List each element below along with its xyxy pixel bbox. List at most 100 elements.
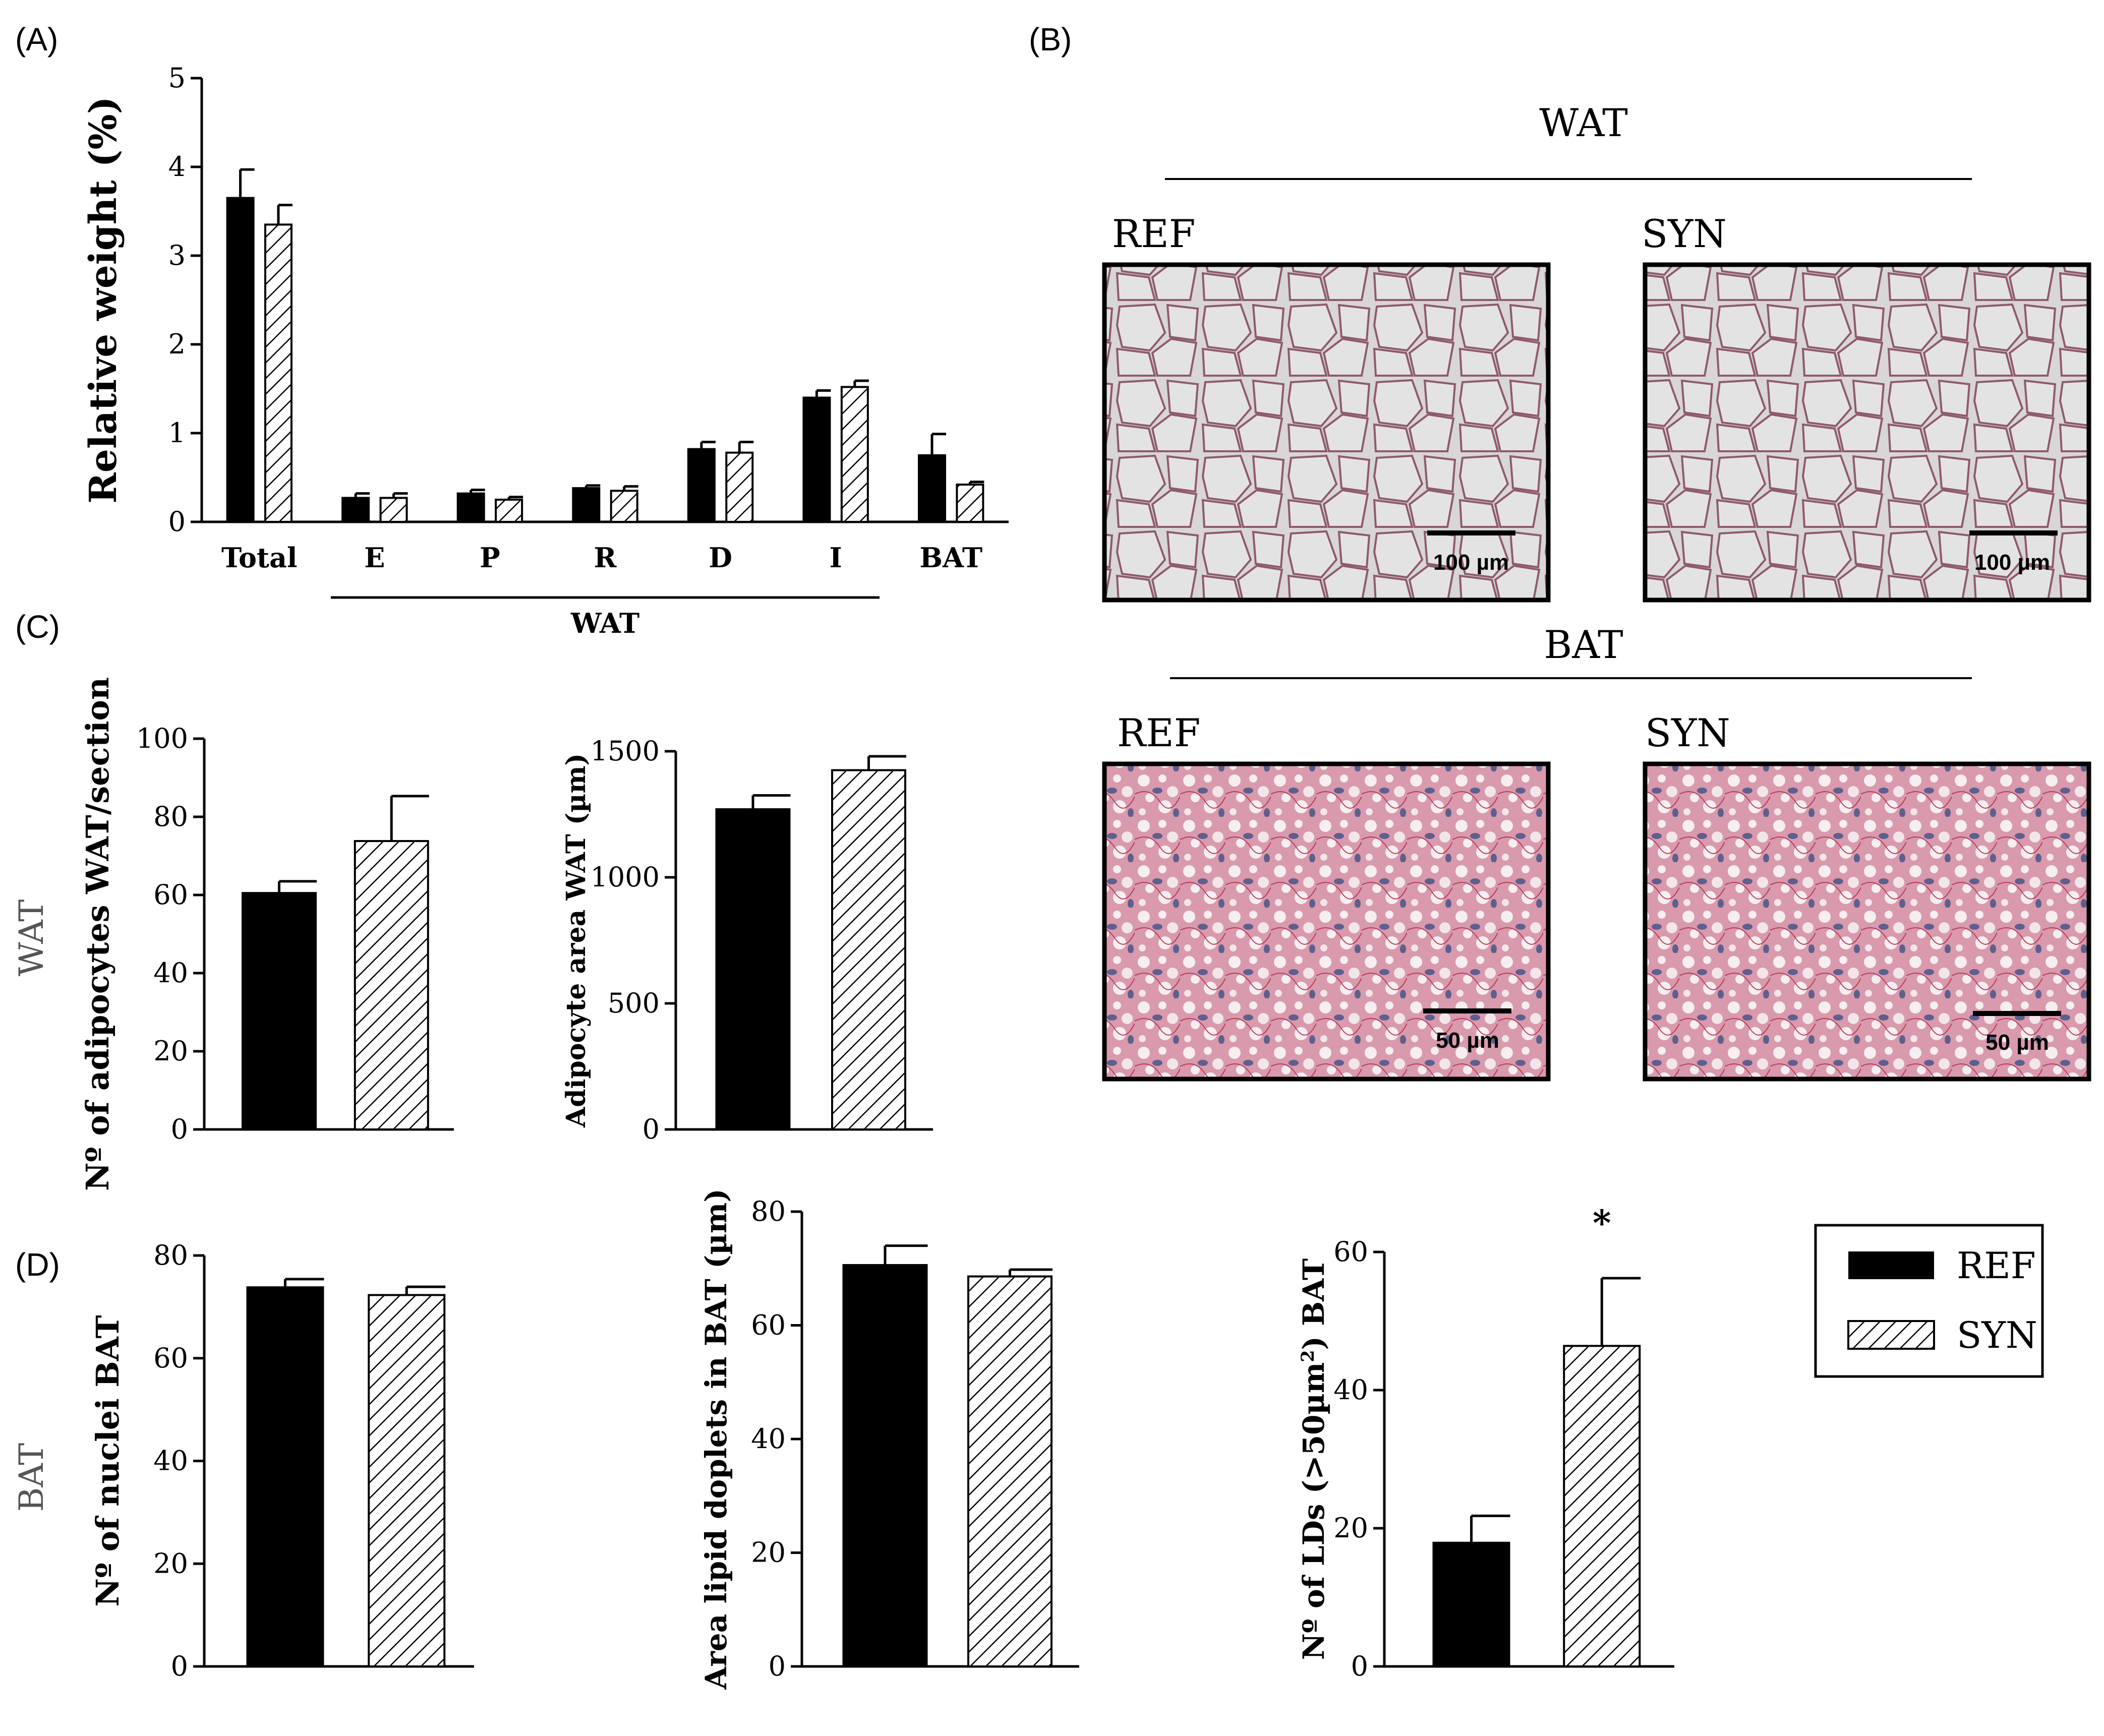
- y-axis-title: Area lipid doplets in BAT (µm): [699, 1188, 733, 1690]
- y-tick-label: 20: [153, 1547, 188, 1579]
- bar-ref: [842, 1264, 928, 1668]
- y-tick-label: 80: [153, 1239, 188, 1271]
- y-tick-label: 2: [168, 328, 186, 360]
- y-axis-title-part: Nº of LDs (>50µm: [1297, 1362, 1331, 1660]
- chart-nuclei-count: 0 20 40 60 80 Nº of nuclei BAT: [89, 1239, 474, 1682]
- bar-ref: [246, 1286, 324, 1668]
- bar-syn: [725, 451, 754, 523]
- bat-ref-label: REF: [1117, 710, 1200, 755]
- panel-label-d: (D): [15, 1246, 60, 1283]
- wat-ref-label: REF: [1112, 211, 1195, 256]
- side-label-wat: WAT: [12, 900, 51, 977]
- y-tick-label: 40: [153, 957, 188, 989]
- bar-syn: [967, 1275, 1053, 1667]
- x-tick-label: D: [709, 542, 732, 574]
- bar-syn: [495, 499, 523, 523]
- bar-ref: [687, 448, 716, 523]
- bar-syn: [379, 497, 408, 523]
- y-tick-label: 0: [171, 1650, 188, 1682]
- wat-syn-scale-bar: [1969, 530, 2058, 535]
- bar-syn: [831, 769, 906, 1130]
- chart-lipid-droplet-area: 0 20 40 60 80 Area lipid doplets in BAT (µm): [699, 1188, 1079, 1690]
- panel-label-a: (A): [15, 21, 58, 57]
- bat-syn-label: SYN: [1645, 710, 1730, 755]
- bat-ref-scale-bar: [1423, 1008, 1511, 1013]
- bar-syn: [1563, 1345, 1641, 1668]
- y-tick-label: 20: [153, 1035, 188, 1067]
- y-axis-title: Nº of LDs (>50µm2) BAT: [1297, 1259, 1331, 1660]
- bar-ref: [572, 487, 601, 523]
- y-axis-title: Nº of adipocytes WAT/section: [79, 677, 116, 1191]
- y-tick-label: 1000: [591, 861, 660, 893]
- y-tick-label: 40: [751, 1423, 786, 1455]
- y-tick-label: 100: [136, 723, 188, 754]
- y-tick-label: 1500: [591, 735, 660, 767]
- group-bracket-label: WAT: [570, 607, 639, 639]
- bar-syn: [368, 1294, 446, 1668]
- wat-syn-scale-text: 100 µm: [1974, 550, 2050, 575]
- wat-ref-scale-bar: [1427, 530, 1515, 535]
- x-tick-label: I: [830, 542, 842, 574]
- y-tick-label: 0: [642, 1113, 660, 1145]
- legend-swatch-syn: [1847, 1320, 1935, 1350]
- significance-marker: *: [1593, 1202, 1611, 1244]
- y-tick-label: 500: [608, 987, 660, 1019]
- y-tick-label: 60: [153, 879, 188, 911]
- bar-ref: [802, 396, 831, 523]
- legend-label-ref: REF: [1957, 1244, 2036, 1287]
- wat-syn-label: SYN: [1642, 211, 1727, 256]
- bar-syn: [956, 484, 984, 523]
- chart-adipocyte-count: 0 20 40 60 80 100 Nº of adipocytes WAT/section: [79, 677, 454, 1191]
- micrograph-section-bat: BAT REF SYN 50 µm 50 µm: [1102, 622, 2091, 1082]
- y-axis-title: Nº of nuclei BAT: [89, 1315, 126, 1606]
- bat-syn-micrograph: [1643, 761, 2091, 1082]
- chart-relative-weight: 0 1 2 3 4 5 Relative weight (%) Total E P R D I BAT WA…: [82, 62, 1009, 639]
- x-tick-label: R: [594, 542, 617, 574]
- y-axis-title: Relative weight (%): [82, 96, 125, 504]
- x-tick-label: BAT: [919, 542, 982, 574]
- y-tick-label: 3: [168, 240, 186, 271]
- wat-ref-scale-text: 100 µm: [1433, 550, 1509, 575]
- y-tick-label: 5: [168, 62, 186, 94]
- panel-label-c: (C): [15, 609, 60, 645]
- y-tick-label: 80: [153, 801, 188, 832]
- wat-section-title: WAT: [1539, 100, 1628, 145]
- bar-syn: [840, 386, 869, 523]
- wat-ref-micrograph: [1102, 262, 1551, 603]
- y-tick-label: 60: [153, 1342, 188, 1374]
- bar-syn: [264, 223, 293, 523]
- legend-swatch-ref: [1848, 1251, 1934, 1279]
- bat-ref-scale-text: 50 µm: [1436, 1028, 1499, 1053]
- bar-ref: [918, 454, 947, 523]
- y-tick-label: 20: [1333, 1512, 1368, 1544]
- wat-syn-micrograph: [1643, 262, 2091, 603]
- y-tick-label: 0: [171, 1113, 188, 1145]
- y-tick-label: 60: [1333, 1236, 1368, 1268]
- x-tick-label: P: [480, 542, 500, 574]
- x-tick-label: E: [364, 542, 385, 574]
- y-tick-label: 1: [168, 417, 186, 449]
- bar-syn: [354, 840, 429, 1131]
- y-tick-label: 4: [168, 151, 186, 183]
- legend: REF SYN: [1814, 1224, 2044, 1378]
- y-tick-label: 0: [1351, 1650, 1368, 1682]
- bat-syn-scale-bar: [1973, 1011, 2061, 1016]
- bar-ref: [242, 892, 317, 1130]
- y-tick-label: 0: [769, 1650, 786, 1682]
- y-tick-label: 20: [751, 1537, 786, 1569]
- bar-ref: [1432, 1541, 1510, 1668]
- legend-label-syn: SYN: [1957, 1314, 2037, 1356]
- bar-syn: [610, 490, 638, 523]
- y-axis-title: Adipocyte area WAT (µm): [561, 753, 592, 1128]
- y-tick-label: 0: [168, 506, 186, 537]
- bar-ref: [226, 197, 255, 523]
- panel-label-b: (B): [1029, 21, 1072, 57]
- y-tick-label: 40: [1333, 1374, 1368, 1406]
- bat-ref-micrograph: [1102, 761, 1551, 1082]
- legend-box: [1814, 1224, 2044, 1378]
- y-tick-label: 40: [153, 1445, 188, 1477]
- bat-syn-scale-text: 50 µm: [1985, 1030, 2049, 1055]
